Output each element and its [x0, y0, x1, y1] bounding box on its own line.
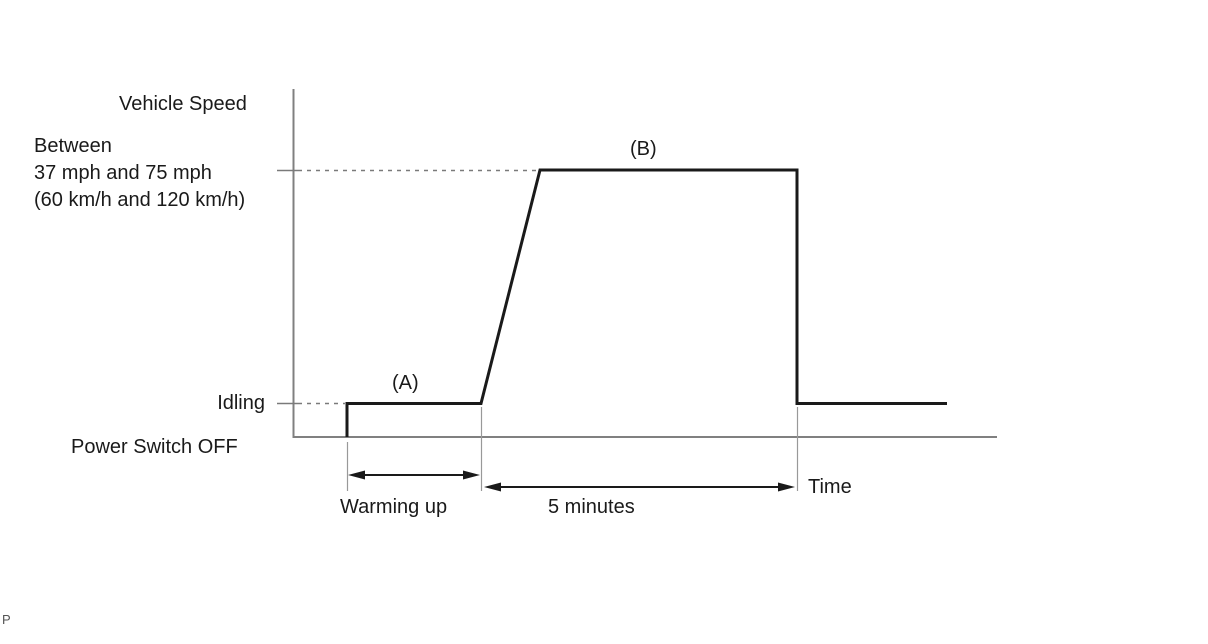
cruise-arrowhead-right — [778, 482, 795, 492]
idling-level-label: Idling — [217, 392, 265, 414]
cruise-arrowhead-left — [484, 482, 501, 492]
high-level-label: Between 37 mph and 75 mph (60 km/h and 1… — [34, 133, 245, 214]
speed-trace — [345, 168, 947, 437]
warmup-arrowhead-right — [463, 470, 480, 480]
warmup-dimension-arrow — [348, 470, 480, 480]
segment-b-label: (B) — [630, 138, 657, 160]
segment-a-label: (A) — [392, 372, 419, 394]
x-axis-title: Time — [808, 476, 852, 498]
high-level-label-line1: Between — [34, 135, 112, 157]
power-switch-off-label: Power Switch OFF — [71, 436, 238, 458]
y-axis-title: Vehicle Speed — [119, 93, 247, 115]
high-level-label-line2: 37 mph and 75 mph — [34, 162, 212, 184]
cruise-interval-label: 5 minutes — [548, 496, 635, 518]
cruise-dimension-arrow — [484, 482, 795, 492]
warmup-arrowhead-left — [348, 470, 365, 480]
warmup-interval-label: Warming up — [340, 496, 448, 518]
page-marker: P — [2, 612, 11, 627]
high-level-label-line3: (60 km/h and 120 km/h) — [34, 189, 246, 211]
